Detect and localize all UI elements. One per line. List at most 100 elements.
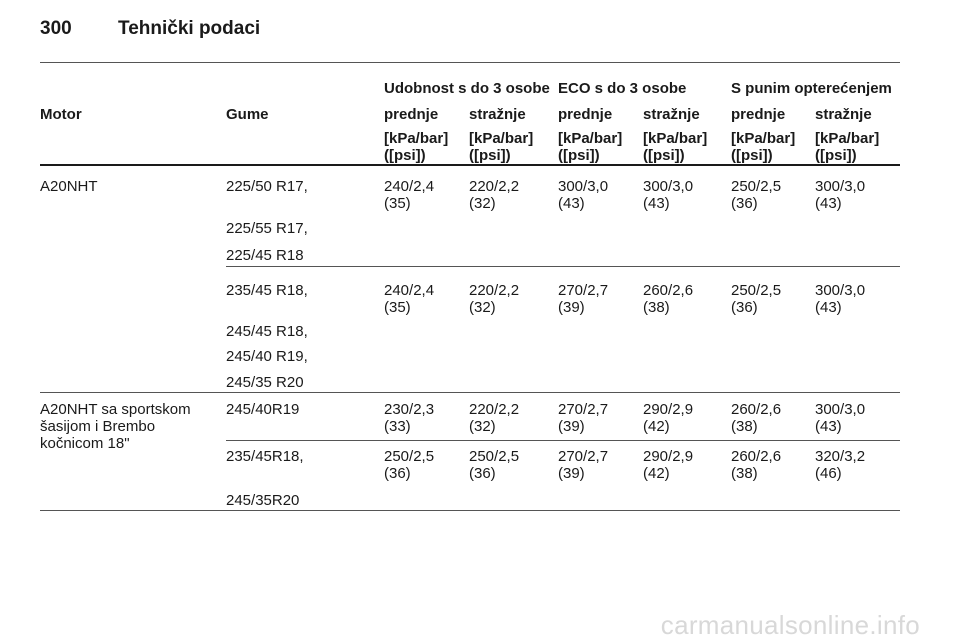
pressure-cell: 300/3,0 (43) bbox=[815, 401, 865, 435]
pressure-psi: (32) bbox=[469, 299, 496, 316]
pressure-cell: 220/2,2 (32) bbox=[469, 178, 519, 212]
group-header-full-load: S punim opterećenjem bbox=[731, 80, 892, 97]
row-group-rule bbox=[40, 392, 900, 393]
pressure-psi: (39) bbox=[558, 299, 585, 316]
pressure-psi: (32) bbox=[469, 195, 496, 212]
pressure-psi: (33) bbox=[384, 418, 411, 435]
pressure-psi: (39) bbox=[558, 418, 585, 435]
pressure-psi: (46) bbox=[815, 465, 842, 482]
pressure-cell: 270/2,7 (39) bbox=[558, 448, 608, 482]
unit-psi: ([psi]) bbox=[384, 147, 426, 164]
motor-name-line: A20NHT bbox=[40, 178, 98, 195]
pressure-psi: (42) bbox=[643, 418, 670, 435]
tyre-size: 225/45 R18 bbox=[226, 247, 304, 264]
pressure-kpa-bar: 250/2,5 bbox=[469, 448, 520, 465]
pressure-psi: (38) bbox=[731, 465, 758, 482]
unit-psi: ([psi]) bbox=[643, 147, 685, 164]
unit-kpa-bar: [kPa/bar] bbox=[731, 130, 796, 147]
pressure-psi: (43) bbox=[643, 195, 670, 212]
column-header-tyres: Gume bbox=[226, 106, 269, 123]
motor-name-line: šasijom i Brembo bbox=[40, 418, 156, 435]
pressure-psi: (38) bbox=[643, 299, 670, 316]
tyre-size: 245/40R19 bbox=[226, 401, 300, 418]
pressure-kpa-bar: 230/2,3 bbox=[384, 401, 435, 418]
row-group-rule bbox=[226, 440, 900, 441]
pressure-psi: (35) bbox=[384, 299, 411, 316]
pressure-kpa-bar: 250/2,5 bbox=[731, 178, 782, 195]
pressure-cell: 290/2,9 (42) bbox=[643, 448, 693, 482]
pressure-cell: 240/2,4 (35) bbox=[384, 282, 434, 316]
pressure-psi: (35) bbox=[384, 195, 411, 212]
unit-kpa-bar: [kPa/bar] bbox=[643, 130, 708, 147]
group-header-comfort: Udobnost s do 3 osobe bbox=[384, 80, 550, 97]
pressure-kpa-bar: 270/2,7 bbox=[558, 401, 609, 418]
pressure-kpa-bar: 260/2,6 bbox=[731, 401, 782, 418]
pressure-kpa-bar: 220/2,2 bbox=[469, 282, 520, 299]
pressure-psi: (36) bbox=[469, 465, 496, 482]
pressure-cell: 300/3,0 (43) bbox=[558, 178, 608, 212]
row-group-rule bbox=[226, 266, 900, 267]
pressure-psi: (43) bbox=[815, 299, 842, 316]
pressure-cell: 320/3,2 (46) bbox=[815, 448, 865, 482]
row-group-rule bbox=[40, 510, 900, 511]
pressure-cell: 300/3,0 (43) bbox=[815, 282, 865, 316]
pressure-cell: 300/3,0 (43) bbox=[643, 178, 693, 212]
unit-kpa-bar: [kPa/bar] bbox=[815, 130, 880, 147]
pressure-kpa-bar: 270/2,7 bbox=[558, 282, 609, 299]
axle-label: prednje bbox=[731, 106, 786, 123]
header-rule bbox=[40, 164, 900, 166]
pressure-cell: 260/2,6 (38) bbox=[643, 282, 693, 316]
pressure-psi: (43) bbox=[815, 418, 842, 435]
pressure-cell: 250/2,5 (36) bbox=[384, 448, 434, 482]
pressure-psi: (43) bbox=[558, 195, 585, 212]
pressure-psi: (36) bbox=[731, 195, 758, 212]
unit-label: [kPa/bar] ([psi]) bbox=[558, 130, 622, 164]
column-header-motor: Motor bbox=[40, 106, 82, 123]
unit-psi: ([psi]) bbox=[558, 147, 600, 164]
unit-kpa-bar: [kPa/bar] bbox=[384, 130, 449, 147]
unit-psi: ([psi]) bbox=[815, 147, 857, 164]
tyre-size: 245/35 R20 bbox=[226, 374, 304, 391]
axle-label: stražnje bbox=[643, 106, 700, 123]
pressure-cell: 250/2,5 (36) bbox=[731, 282, 781, 316]
unit-label: [kPa/bar] ([psi]) bbox=[384, 130, 448, 164]
pressure-kpa-bar: 220/2,2 bbox=[469, 401, 520, 418]
axle-label: prednje bbox=[558, 106, 613, 123]
unit-label: [kPa/bar] ([psi]) bbox=[815, 130, 879, 164]
tyre-size: 245/45 R18, bbox=[226, 323, 308, 340]
pressure-cell: 300/3,0 (43) bbox=[815, 178, 865, 212]
motor-name: A20NHT sa sportskom šasijom i Brembo kočni… bbox=[40, 401, 191, 452]
top-rule bbox=[40, 62, 900, 63]
pressure-psi: (36) bbox=[731, 299, 758, 316]
pressure-kpa-bar: 250/2,5 bbox=[731, 282, 782, 299]
unit-label: [kPa/bar] ([psi]) bbox=[731, 130, 795, 164]
axle-label: prednje bbox=[384, 106, 439, 123]
tyre-size: 235/45R18, bbox=[226, 448, 304, 465]
pressure-cell: 260/2,6 (38) bbox=[731, 448, 781, 482]
tyre-size: 225/55 R17, bbox=[226, 220, 308, 237]
unit-psi: ([psi]) bbox=[469, 147, 511, 164]
page-header: 300 Tehnički podaci bbox=[40, 18, 260, 40]
pressure-kpa-bar: 300/3,0 bbox=[643, 178, 694, 195]
pressure-cell: 290/2,9 (42) bbox=[643, 401, 693, 435]
pressure-kpa-bar: 300/3,0 bbox=[558, 178, 609, 195]
unit-label: [kPa/bar] ([psi]) bbox=[643, 130, 707, 164]
tyre-size: 235/45 R18, bbox=[226, 282, 308, 299]
unit-label: [kPa/bar] ([psi]) bbox=[469, 130, 533, 164]
pressure-kpa-bar: 290/2,9 bbox=[643, 448, 694, 465]
pressure-kpa-bar: 320/3,2 bbox=[815, 448, 866, 465]
pressure-cell: 260/2,6 (38) bbox=[731, 401, 781, 435]
pressure-kpa-bar: 240/2,4 bbox=[384, 178, 435, 195]
pressure-cell: 230/2,3 (33) bbox=[384, 401, 434, 435]
pressure-cell: 220/2,2 (32) bbox=[469, 282, 519, 316]
pressure-psi: (43) bbox=[815, 195, 842, 212]
pressure-kpa-bar: 300/3,0 bbox=[815, 178, 866, 195]
pressure-kpa-bar: 250/2,5 bbox=[384, 448, 435, 465]
pressure-kpa-bar: 260/2,6 bbox=[731, 448, 782, 465]
page-title: Tehnički podaci bbox=[118, 18, 261, 39]
unit-kpa-bar: [kPa/bar] bbox=[558, 130, 623, 147]
pressure-psi: (32) bbox=[469, 418, 496, 435]
pressure-psi: (38) bbox=[731, 418, 758, 435]
pressure-kpa-bar: 300/3,0 bbox=[815, 401, 866, 418]
pressure-kpa-bar: 260/2,6 bbox=[643, 282, 694, 299]
